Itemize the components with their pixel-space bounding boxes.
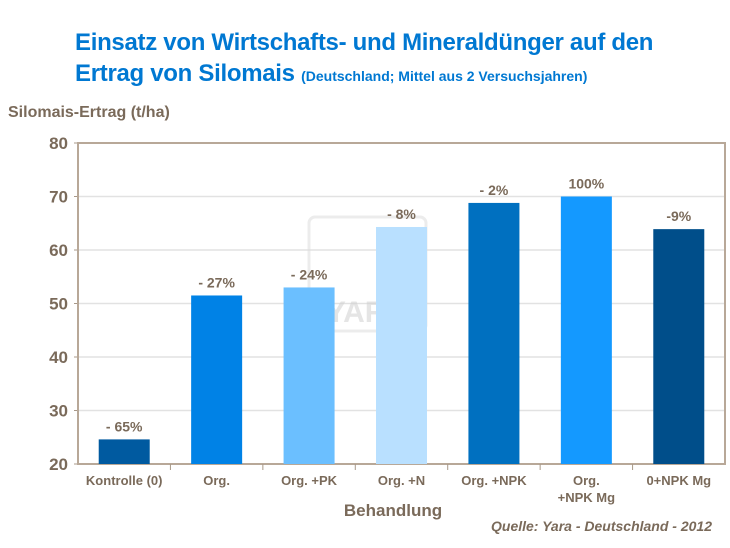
y-tick-label: 20 bbox=[49, 455, 68, 474]
bar bbox=[191, 295, 243, 464]
bar bbox=[653, 229, 705, 464]
data-label: 100% bbox=[568, 176, 604, 192]
x-tick-label: Org. bbox=[573, 473, 600, 488]
y-tick-label: 40 bbox=[49, 348, 68, 367]
title-line-1: Einsatz von Wirtschafts- und Mineraldüng… bbox=[75, 29, 654, 56]
bar bbox=[468, 202, 520, 465]
x-tick-label: Org. +N bbox=[378, 473, 425, 488]
title-line-2: Ertrag von Silomais bbox=[75, 60, 295, 87]
x-tick-label: +NPK Mg bbox=[558, 490, 615, 505]
bar bbox=[376, 226, 427, 464]
chart-title: Einsatz von Wirtschafts- und Mineraldüng… bbox=[75, 27, 653, 92]
x-tick-label: Kontrolle (0) bbox=[86, 473, 163, 488]
x-tick-label: Org. +PK bbox=[281, 473, 338, 488]
x-tick-label: Org. +NPK bbox=[461, 473, 527, 488]
bar bbox=[98, 439, 150, 464]
data-label: -9% bbox=[666, 208, 691, 224]
data-label: - 8% bbox=[387, 206, 416, 222]
x-tick-label: 0+NPK Mg bbox=[646, 473, 711, 488]
source-note: Quelle: Yara - Deutschland - 2012 bbox=[491, 518, 712, 534]
y-tick-label: 50 bbox=[49, 295, 68, 314]
y-tick-label: 70 bbox=[49, 188, 68, 207]
data-label: - 65% bbox=[106, 418, 143, 434]
x-axis-label: Behandlung bbox=[344, 501, 442, 520]
data-label: - 24% bbox=[291, 266, 328, 282]
data-label: - 2% bbox=[480, 182, 509, 198]
bar bbox=[283, 287, 335, 464]
y-axis-label: Silomais-Ertrag (t/ha) bbox=[8, 104, 170, 121]
x-tick-label: Org. bbox=[203, 473, 230, 488]
subtitle: (Deutschland; Mittel aus 2 Versuchsjahre… bbox=[301, 68, 588, 84]
y-tick-label: 30 bbox=[49, 402, 68, 421]
bar bbox=[560, 196, 612, 464]
y-tick-label: 80 bbox=[49, 134, 68, 153]
data-label: - 27% bbox=[198, 274, 235, 290]
y-tick-label: 60 bbox=[49, 241, 68, 260]
